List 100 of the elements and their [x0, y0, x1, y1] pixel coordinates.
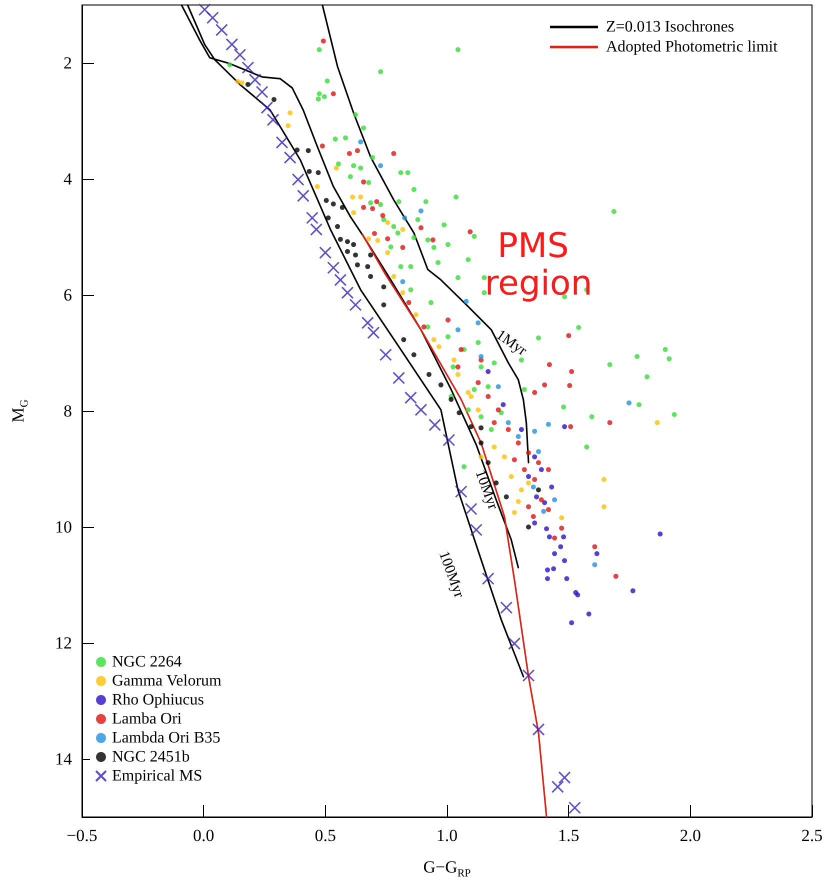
point	[353, 252, 358, 258]
point	[518, 487, 524, 492]
point	[545, 567, 550, 572]
y-tick-label: 8	[64, 402, 72, 420]
point	[306, 168, 312, 174]
point	[426, 372, 432, 377]
point	[486, 460, 491, 466]
y-tick-label: 2	[64, 54, 72, 72]
point	[522, 669, 535, 682]
y-tick-label: 14	[55, 750, 72, 768]
point	[266, 114, 280, 126]
point	[327, 261, 340, 274]
point	[361, 316, 374, 330]
point	[542, 382, 548, 388]
annotation: PMS region	[484, 226, 592, 304]
annotation: 100Myr	[435, 549, 467, 600]
point	[526, 474, 532, 480]
point	[486, 369, 491, 374]
point	[568, 801, 581, 814]
point	[508, 637, 521, 650]
x-tick-label: 2.5	[801, 826, 823, 845]
point	[502, 454, 507, 460]
point	[567, 382, 572, 388]
point	[532, 390, 538, 395]
point	[372, 231, 377, 236]
point	[350, 194, 356, 200]
point	[506, 420, 511, 426]
x-tick-label: 2.0	[680, 826, 701, 845]
point	[568, 424, 574, 430]
point	[468, 394, 474, 399]
point	[613, 574, 618, 579]
point	[532, 428, 538, 434]
point	[431, 337, 436, 342]
point	[601, 504, 606, 510]
point	[361, 179, 366, 184]
annotation: 1Myr	[492, 327, 530, 360]
point	[536, 460, 541, 466]
point	[400, 279, 406, 284]
point	[346, 150, 352, 156]
point	[607, 420, 612, 426]
point	[552, 551, 558, 556]
x-tick-label: 0.5	[314, 826, 336, 845]
point	[411, 352, 416, 358]
point	[276, 136, 288, 149]
point	[358, 194, 364, 200]
point	[421, 324, 426, 330]
point	[538, 497, 544, 502]
point	[381, 284, 386, 290]
point	[569, 369, 574, 374]
point	[482, 572, 494, 585]
point	[561, 534, 566, 540]
point	[654, 420, 660, 426]
point	[546, 422, 551, 427]
point	[391, 150, 396, 156]
point	[564, 576, 570, 582]
point	[340, 204, 345, 210]
point	[414, 404, 428, 416]
point	[452, 357, 457, 362]
point	[392, 372, 406, 384]
point	[586, 612, 592, 616]
point	[478, 425, 484, 430]
point	[526, 480, 532, 486]
point	[391, 274, 396, 279]
point	[522, 467, 527, 472]
point	[630, 588, 636, 594]
point	[478, 454, 484, 460]
point	[430, 237, 436, 242]
point	[478, 354, 484, 359]
point	[512, 457, 517, 462]
point	[292, 173, 304, 186]
point	[454, 485, 468, 498]
point	[381, 302, 386, 308]
legend-label: Empirical MS	[112, 768, 202, 784]
point	[286, 123, 291, 128]
point	[380, 213, 386, 218]
legend-label: NGC 2451b	[112, 748, 190, 766]
point	[532, 454, 538, 460]
point	[296, 190, 310, 202]
point	[374, 199, 380, 204]
point	[306, 148, 311, 154]
point	[500, 601, 513, 614]
point	[594, 551, 600, 556]
point	[592, 544, 598, 550]
legend-label: Lamba Ori	[112, 710, 182, 728]
y-axis-title: MG	[8, 399, 30, 423]
legend-label: Lambda Ori B35	[112, 730, 220, 746]
point	[442, 434, 456, 446]
point	[468, 424, 474, 430]
point	[406, 300, 412, 306]
point	[400, 290, 406, 296]
point	[351, 210, 356, 216]
point	[344, 239, 350, 244]
point	[400, 226, 406, 232]
point	[445, 317, 450, 322]
point	[544, 526, 550, 532]
point	[476, 407, 481, 412]
point	[455, 372, 460, 377]
legend-label: Z=0.013 Isochrones	[606, 18, 734, 36]
point	[464, 502, 478, 516]
point	[375, 238, 380, 243]
